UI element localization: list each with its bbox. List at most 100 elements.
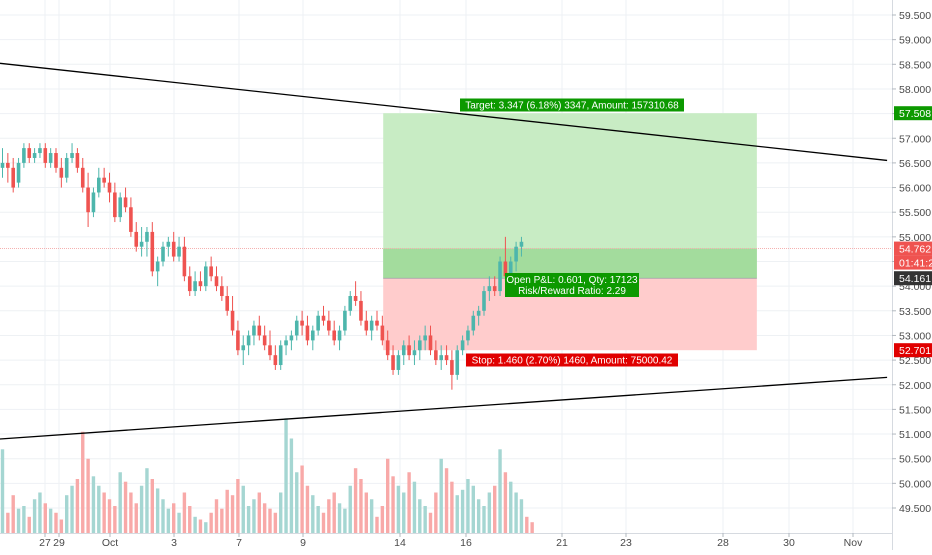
bar-countdown-badge-box <box>894 255 932 270</box>
time-tick-label: Oct <box>102 537 118 549</box>
candle-body <box>22 148 26 163</box>
candle-body <box>375 320 379 326</box>
time-tick-label: Nov <box>844 537 863 549</box>
open-pnl-label-text: Open P&L: 0.601, Qty: 17123 <box>506 275 638 286</box>
candle-body <box>246 335 251 346</box>
volume-bar <box>198 519 203 533</box>
time-tick-label: 9 <box>300 537 306 549</box>
candle-body <box>91 192 96 213</box>
open-pnl-label-text: Risk/Reward Ratio: 2.29 <box>518 286 626 297</box>
candle-body <box>327 320 331 331</box>
volume-bar <box>230 495 235 533</box>
volume-bar <box>257 492 261 533</box>
volume-bar <box>364 492 368 533</box>
candle-body <box>321 315 326 321</box>
bar-countdown-badge: 01:41:25 <box>894 255 932 270</box>
volume-bar <box>316 506 320 533</box>
stop-price-badge: 52.701 <box>894 343 932 358</box>
stop-label-text: Stop: 1.460 (2.70%) 1460, Amount: 75000.… <box>472 356 673 367</box>
volume-bar <box>509 481 513 533</box>
volume-bar <box>70 485 74 533</box>
volume-bar <box>86 458 90 533</box>
volume-bar <box>412 481 417 533</box>
candle-body <box>369 320 374 331</box>
candle-body <box>316 315 320 331</box>
volume-bar <box>172 503 176 533</box>
candle-body <box>450 360 454 375</box>
price-tick-label: 51.000 <box>899 429 931 441</box>
volume-bar <box>225 489 229 533</box>
candle-body <box>225 296 229 311</box>
trendlines[interactable] <box>0 62 888 440</box>
price-tick-label: 50.000 <box>899 478 931 490</box>
candle-body <box>273 355 278 366</box>
candle-body <box>75 153 80 168</box>
position-zones[interactable] <box>0 113 892 351</box>
price-tick-label: 52.000 <box>899 380 931 392</box>
volume-bar <box>150 479 154 533</box>
volume-bar <box>493 485 497 533</box>
target-label-text: Target: 3.347 (6.18%) 3347, Amount: 1573… <box>465 101 679 112</box>
candle-body <box>102 177 106 183</box>
volume-bar <box>107 499 112 533</box>
volume-bar <box>16 508 21 533</box>
volume-bar <box>466 479 470 533</box>
volume-bar <box>166 508 171 533</box>
candle-body <box>43 148 48 163</box>
candle-body <box>428 335 433 351</box>
volume-bar <box>214 499 219 533</box>
time-tick-label: 28 <box>717 537 729 549</box>
candle-body <box>305 325 310 341</box>
volume-bar <box>327 499 331 533</box>
candle-body <box>439 355 443 361</box>
price-tick-label: 50.500 <box>899 454 931 466</box>
candle-body <box>412 350 417 356</box>
volume-bar <box>418 499 422 533</box>
volume-bar <box>182 492 187 533</box>
time-axis[interactable]: 27 29 Oct 3 7 9 14 16 21 23 28 30 Nov <box>39 533 863 549</box>
time-tick-label: 30 <box>783 537 795 549</box>
volume-bar <box>123 481 128 533</box>
volume-bar <box>54 512 58 533</box>
candle-body <box>171 241 176 257</box>
volume-bar <box>295 472 299 533</box>
candle-body <box>508 261 513 277</box>
volume-bar <box>204 522 208 533</box>
candle-body <box>16 162 21 183</box>
candle-body <box>27 148 32 158</box>
price-tick-label: 57.000 <box>899 133 931 145</box>
target-price-badge-text: 57.508 <box>899 108 931 120</box>
lower-trendline[interactable] <box>0 376 888 440</box>
volume-bar <box>343 508 347 533</box>
entry-price-badge-box <box>894 271 932 286</box>
volume-bar <box>268 508 272 533</box>
candle-body <box>337 330 342 341</box>
candle-body <box>503 261 508 277</box>
candle-body <box>289 335 294 341</box>
volume-bar <box>139 485 144 533</box>
upper-trendline[interactable] <box>0 62 888 162</box>
volume-bar <box>236 479 240 533</box>
candle-body <box>380 325 385 341</box>
entry-price-badge: 54.161 <box>894 271 932 286</box>
target-label-box <box>460 98 684 112</box>
candle-body <box>401 345 406 356</box>
candle-body <box>38 148 42 154</box>
candle-body <box>32 153 37 158</box>
candle-body <box>59 167 64 178</box>
candle-body <box>364 320 369 331</box>
volume-bar <box>193 516 197 533</box>
price-badges: 57.508 54.762 01:41:25 54.161 52.701 <box>894 106 932 358</box>
volume-bar <box>332 492 336 533</box>
candle-body <box>332 330 336 341</box>
volume-bar <box>43 503 47 533</box>
candle-body <box>129 207 133 232</box>
volume-bar <box>59 519 64 533</box>
price-tick-label: 59.500 <box>899 10 931 22</box>
candle-body <box>519 241 524 247</box>
last-price-badge-text: 54.762 <box>899 243 931 255</box>
volume-bar <box>161 499 165 533</box>
